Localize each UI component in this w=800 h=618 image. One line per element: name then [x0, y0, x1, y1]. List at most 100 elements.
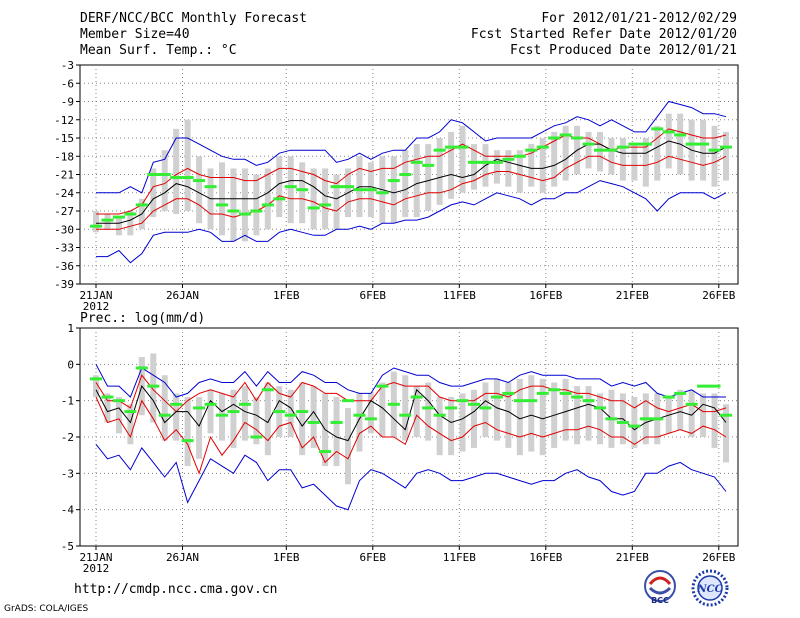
mode-marker [376, 384, 389, 388]
spread-box [184, 397, 191, 467]
mode-marker [639, 417, 652, 421]
mode-marker [490, 160, 503, 164]
max-line [96, 100, 727, 194]
spread-box [196, 397, 203, 459]
mode-marker [662, 130, 675, 134]
mode-marker [502, 391, 515, 395]
y-tick-label: -33 [54, 242, 74, 255]
mode-marker [342, 399, 354, 403]
y-tick-label: -3 [61, 59, 74, 72]
spread-box [642, 138, 649, 187]
spread-box [539, 138, 546, 193]
spread-box [379, 382, 386, 437]
panel-precipitation: 1 0 -1 -2 -3 -4 -5 21JAN 26JAN 1FEB 6FEB 11FEB 16FEB… [61, 311, 739, 575]
forecast-period: For 2012/01/21-2012/02/29 [541, 11, 737, 26]
panel-title: Prec.: log(mm/d) [80, 311, 205, 326]
spread-box [150, 353, 157, 423]
mode-marker [433, 148, 446, 152]
y-tick-label: 0 [67, 358, 74, 371]
spread-box [654, 125, 661, 181]
max-line [95, 364, 726, 398]
mode-marker [170, 402, 183, 406]
spread-box [619, 138, 626, 181]
mode-marker [181, 176, 194, 180]
mode-marker [559, 133, 572, 137]
mode-marker [135, 366, 148, 370]
header-right: For 2012/01/21-2012/02/29 Fcst Started Re… [471, 11, 737, 59]
mode-marker [571, 395, 584, 399]
y-tick-label: -1 [61, 395, 74, 408]
mode-marker [674, 133, 687, 137]
mode-marker [284, 185, 297, 189]
mode-marker [536, 391, 549, 395]
spread-box [505, 382, 512, 448]
y-tick-label: -21 [54, 169, 74, 182]
fcst-started-date: Fcst Started Refer Date 2012/01/20 [470, 27, 737, 42]
panel-temperature: -3 -6 -9 -12 -15 -18 -21 -24 -27 -30 -33 -36 -39 21JA… [54, 59, 739, 313]
mode-marker [284, 413, 297, 417]
y-tick-label: -24 [54, 187, 74, 200]
spread-box [276, 156, 283, 218]
spread-box [413, 144, 420, 218]
mode-marker [399, 173, 412, 176]
y-tick-label: 1 [67, 322, 74, 335]
mode-marker [90, 224, 102, 228]
y-tick-label: -30 [54, 223, 74, 236]
mode-marker [250, 209, 263, 213]
x-tick-label: 26FEB [702, 289, 735, 302]
y-tick-label: -27 [54, 205, 74, 218]
mode-marker [353, 413, 366, 417]
spread-box [711, 393, 718, 448]
spread-box [436, 138, 443, 205]
x-tick-label: 16FEB [529, 551, 562, 564]
spread-box [688, 389, 695, 437]
mode-marker [628, 424, 641, 428]
spread-box [413, 386, 420, 437]
mode-marker [525, 399, 538, 403]
mode-marker [651, 417, 664, 421]
spread-box [264, 382, 271, 456]
mode-marker [479, 406, 492, 410]
spread-box [310, 386, 317, 448]
ensemble-mean-line [95, 385, 727, 442]
spread-box [425, 382, 432, 441]
mode-marker [330, 420, 343, 424]
spread-box [551, 131, 558, 187]
spread-box [700, 393, 707, 437]
spread-box [161, 375, 168, 441]
mode-marker [720, 145, 732, 149]
mode-marker [582, 142, 595, 146]
spread-box [482, 382, 489, 437]
y-tick-label: -39 [54, 278, 74, 291]
x-tick-label: 21FEB [616, 289, 649, 302]
source-url[interactable]: http://cmdp.ncc.cma.gov.cn [74, 582, 278, 597]
mode-marker [364, 417, 377, 421]
x-tick-label: 26JAN [166, 289, 199, 302]
mode-marker [594, 406, 606, 410]
mode-marker [582, 399, 595, 403]
spread-box [173, 128, 180, 215]
grads-credit: GrADS: COLA/IGES [4, 604, 89, 614]
x-tick-label: 21JAN [79, 289, 112, 302]
mode-marker [422, 163, 435, 167]
spread-box [631, 144, 638, 181]
mode-marker [410, 395, 423, 399]
spread-box [402, 375, 409, 441]
spread-box [723, 131, 729, 181]
spread-box [585, 131, 592, 169]
spread-box [448, 397, 455, 456]
spread-box [241, 168, 248, 242]
header-left: DERF/NCC/BCC Monthly Forecast Member Size… [80, 11, 307, 59]
mode-marker [513, 399, 526, 403]
spread-box [528, 144, 535, 187]
spread-box [104, 393, 111, 423]
x-tick-label: 16FEB [529, 289, 562, 302]
y-tick-label: -5 [61, 540, 74, 553]
ncc-logo-icon: NCC [691, 569, 729, 607]
mode-marker [605, 148, 618, 152]
mode-marker [708, 148, 721, 152]
mode-marker [124, 212, 137, 216]
mode-marker [387, 402, 400, 406]
mode-marker [147, 384, 160, 388]
x-tick-label: 21FEB [616, 551, 649, 564]
